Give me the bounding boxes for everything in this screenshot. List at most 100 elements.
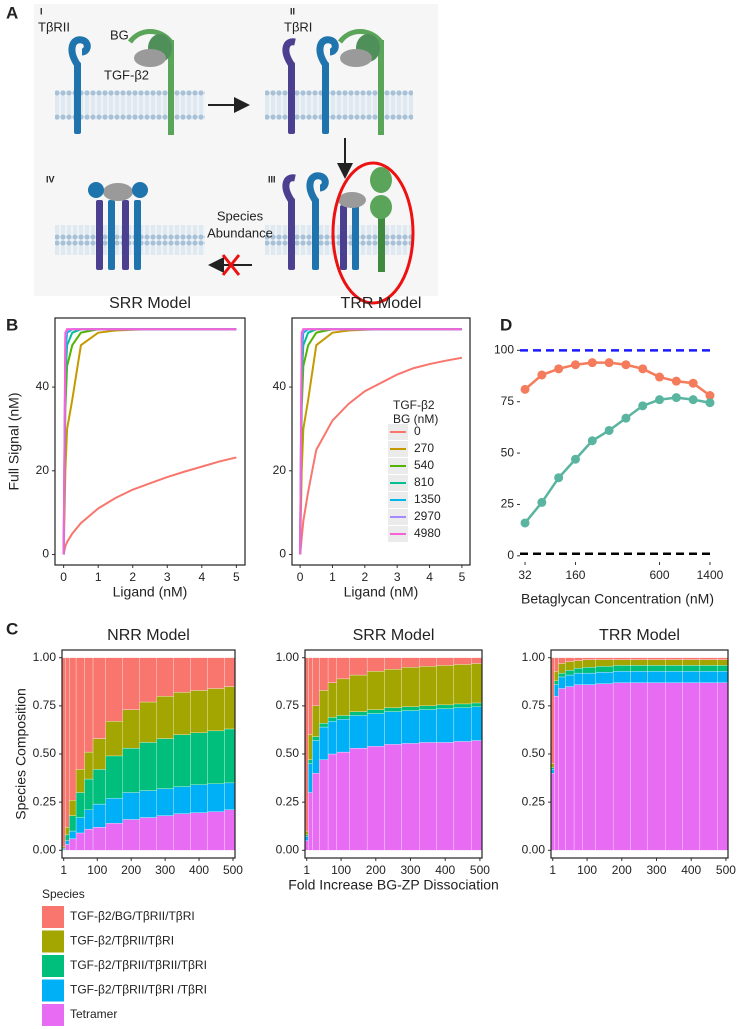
ligand xyxy=(134,49,166,67)
bar-segment xyxy=(665,665,683,672)
legend-label: TGF-β2/TβRII/TβRII/TβRI xyxy=(70,958,207,972)
x-tick-label: 2 xyxy=(361,570,368,584)
bar-segment xyxy=(717,682,729,851)
receptor-ii xyxy=(74,62,81,134)
y-tick-label: 50 xyxy=(501,445,515,459)
bar-segment xyxy=(207,730,225,785)
bar-segment xyxy=(573,657,583,661)
bar-segment xyxy=(647,671,666,683)
bar-segment xyxy=(65,840,70,845)
stage-numeral: I xyxy=(40,6,43,16)
bar-segment xyxy=(319,759,329,851)
bar-segment xyxy=(207,811,225,851)
x-tick-label: 0 xyxy=(297,570,304,584)
bar-segment xyxy=(453,741,472,851)
bar-segment xyxy=(630,665,648,672)
ligand-label: TGF-β2 xyxy=(104,67,149,82)
legend-label: 270 xyxy=(414,441,434,455)
bar-segment xyxy=(419,666,437,707)
point xyxy=(638,401,648,411)
point xyxy=(554,473,564,483)
receptor-ii-head xyxy=(88,182,104,198)
bar-segment xyxy=(69,815,77,832)
point xyxy=(688,395,698,405)
bar-segment xyxy=(84,828,94,851)
bar-segment xyxy=(436,742,455,851)
bar-segment xyxy=(682,682,701,851)
bar-segment xyxy=(565,661,575,671)
bar-segment xyxy=(582,672,596,685)
receptor-ii xyxy=(312,198,319,270)
bar-segment xyxy=(682,671,701,683)
bar-segment xyxy=(349,674,368,712)
bar-segment xyxy=(453,657,472,665)
bar-segment xyxy=(139,742,157,791)
bar-segment xyxy=(349,748,368,851)
y-tick-label: 0.25 xyxy=(33,794,57,808)
bar-segment xyxy=(75,817,85,834)
bar-segment xyxy=(105,798,123,824)
receptor-i-head xyxy=(282,174,296,202)
x-tick-label: 1 xyxy=(303,863,310,877)
bar-segment xyxy=(471,663,483,704)
bar-segment xyxy=(419,742,437,851)
bar-segment xyxy=(75,832,85,851)
bar-segment xyxy=(69,838,77,851)
y-tick-label: 0.25 xyxy=(276,794,300,808)
bar-segment xyxy=(647,665,666,672)
panel-label: A xyxy=(6,3,18,22)
bar-segment xyxy=(190,784,208,813)
diagram: I TβRII BG TGF-β2 II TβRI III xyxy=(38,6,415,305)
bar-segment xyxy=(717,671,729,683)
stage-numeral: III xyxy=(268,174,276,184)
bar-segment xyxy=(612,659,631,666)
chart-title: SRR Model xyxy=(353,627,435,644)
bar-segment xyxy=(682,665,701,672)
betaglycan xyxy=(168,40,174,135)
bar-segment xyxy=(612,671,631,683)
bar-segment xyxy=(105,657,123,722)
y-tick-label: 0.75 xyxy=(276,698,300,712)
bar-segment xyxy=(630,682,648,851)
legend-label: TGF-β2/TβRII/TβRI xyxy=(70,934,174,948)
stage-numeral: II xyxy=(290,6,295,16)
bar-segment xyxy=(665,671,683,683)
bar-segment xyxy=(401,657,420,668)
bar-segment xyxy=(595,659,614,667)
bar-segment xyxy=(327,682,337,718)
bar-segment xyxy=(139,817,157,851)
bar-segment xyxy=(565,686,575,851)
bar-segment xyxy=(122,657,140,710)
y-tick-label: 20 xyxy=(273,463,287,477)
bar-segment xyxy=(699,682,718,851)
ligand xyxy=(103,183,133,201)
y-tick-label: 100 xyxy=(494,343,514,357)
bar-segment xyxy=(436,708,455,743)
bar-segment xyxy=(453,703,472,708)
bar-segment xyxy=(565,674,575,687)
bar-segment xyxy=(349,657,368,676)
receptor-ii-head xyxy=(68,36,91,66)
bar-segment xyxy=(565,670,575,676)
bar-segment xyxy=(308,734,313,760)
highlight xyxy=(331,161,415,305)
receptor-ii-head xyxy=(306,172,329,202)
chart-title: TRR Model xyxy=(341,295,422,312)
x-tick-label: 1400 xyxy=(697,568,724,582)
bar-segment xyxy=(156,657,174,697)
bar-segment xyxy=(224,782,236,811)
bar-segment xyxy=(122,819,140,851)
x-tick-label: 200 xyxy=(366,863,386,877)
series-line xyxy=(62,328,237,555)
x-tick-label: 100 xyxy=(331,863,351,877)
legend-label: 810 xyxy=(414,475,434,489)
x-tick-label: 1 xyxy=(60,863,67,877)
bar-segment xyxy=(573,684,583,851)
bar-segment xyxy=(75,769,85,793)
bar-segment xyxy=(84,751,94,780)
bar-segment xyxy=(224,728,236,784)
bar-segment xyxy=(717,665,729,672)
x-tick-label: 300 xyxy=(646,863,666,877)
receptor-i xyxy=(96,200,103,270)
bar-segment xyxy=(554,696,559,851)
